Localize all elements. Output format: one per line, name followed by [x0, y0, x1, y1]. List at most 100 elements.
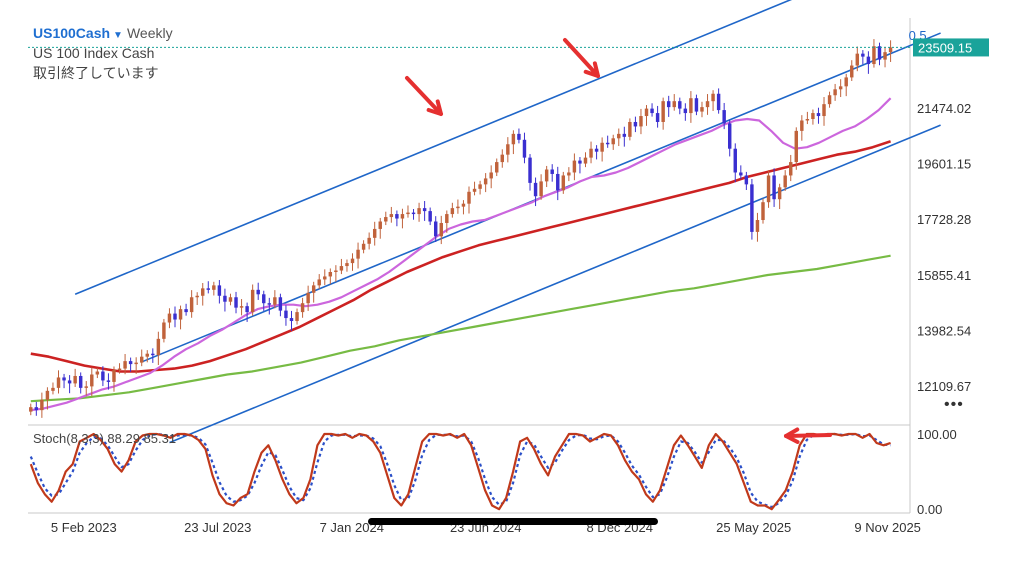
candle-body [578, 160, 582, 164]
timeframe-label[interactable]: Weekly [126, 25, 173, 41]
chevron-down-icon[interactable]: ▼ [113, 30, 123, 41]
symbol-label[interactable]: US100Cash [33, 25, 111, 41]
date-tick-label: 25 May 2025 [716, 520, 791, 535]
candle-body [62, 377, 66, 381]
price-tick-label: 12109.67 [917, 379, 971, 394]
candle-body [511, 133, 516, 145]
candle-body [733, 148, 737, 173]
candle-body [134, 362, 138, 365]
candle-body [195, 295, 199, 298]
candle-body [750, 184, 754, 232]
candle-body [445, 214, 449, 223]
chart-frame [28, 18, 911, 514]
stochastic-legend[interactable]: Stoch(8,3,3) 88.29 85.31 [33, 431, 177, 446]
candle-body [872, 46, 876, 65]
candle-body [178, 309, 183, 320]
candle-body [506, 144, 510, 155]
candle-body [678, 101, 682, 109]
candle-body [106, 380, 111, 382]
candle-body [173, 313, 177, 320]
candle-body [561, 175, 566, 191]
candle-body [489, 172, 493, 179]
arrow-pointer-icon [405, 76, 443, 116]
candle-body [278, 297, 283, 311]
candle-body [777, 187, 782, 200]
candle-body [306, 292, 310, 304]
candle-body [594, 148, 599, 152]
price-axis: 12109.67 13982.54 15855.41 17728.28 19601.15… [28, 38, 989, 394]
candle-body [389, 214, 394, 218]
candle-body [755, 220, 760, 232]
candle-body [533, 182, 538, 197]
candle-body [700, 107, 704, 112]
candle-body [583, 157, 588, 164]
candle-body [761, 202, 765, 221]
candle-body [689, 98, 693, 114]
candle-body [317, 279, 321, 286]
candle-body [833, 89, 837, 96]
candle-body [450, 208, 455, 215]
candle-body [184, 309, 188, 313]
last-price-tag [913, 38, 989, 57]
candle-body [483, 178, 488, 185]
scrollbar[interactable] [368, 518, 658, 525]
candle-body [605, 142, 610, 145]
candle-body [395, 214, 399, 219]
candle-body [888, 47, 893, 53]
candle-body [361, 243, 366, 250]
candle-body [800, 120, 804, 131]
date-tick-label: 9 Nov 2025 [854, 520, 921, 535]
candle-body [162, 322, 166, 339]
candle-body [167, 313, 172, 323]
candle-body [528, 157, 532, 183]
more-horizontal-icon[interactable]: ••• [944, 396, 964, 413]
candle-body [256, 289, 260, 295]
arrow-head [784, 427, 800, 444]
arrow-shaft [563, 38, 600, 78]
annotation-arrows [405, 38, 832, 444]
candle-body [628, 121, 632, 137]
candle-body [522, 139, 527, 158]
candle-body [705, 101, 710, 108]
candle-body [51, 387, 55, 391]
time-axis: 5 Feb 2023 23 Jul 2023 7 Jan 2024 23 Jun 20… [51, 520, 921, 535]
candle-body [422, 208, 427, 212]
candle-body [855, 53, 860, 66]
candle-body [866, 56, 871, 65]
candle-body [838, 86, 843, 90]
candle-body [572, 160, 577, 173]
candle-body [228, 297, 233, 302]
candle-body [101, 371, 105, 381]
candle-body [372, 228, 377, 238]
candle-body [672, 101, 676, 108]
candle-body [694, 98, 699, 112]
candle-body [311, 285, 316, 293]
stoch-d-line [29, 432, 891, 509]
candle-body [650, 108, 654, 114]
ma-mid-line [30, 140, 892, 373]
candle-body [117, 368, 122, 371]
candle-body [639, 116, 643, 127]
candle-body [112, 370, 116, 382]
stochastic-panel: 100.00 0.00 [29, 427, 957, 517]
stoch-tick-label: 0.00 [917, 502, 942, 517]
candle-body [711, 93, 715, 102]
symbol-header[interactable]: US100Cash ▼ Weekly [33, 25, 173, 41]
candle-body [262, 294, 266, 304]
candle-body [323, 276, 327, 280]
candle-body [850, 65, 854, 78]
candle-body [877, 46, 882, 60]
candle-body [539, 181, 543, 197]
candle-body [189, 297, 194, 313]
candle-body [90, 374, 94, 387]
candle-body [40, 399, 44, 411]
candle-body [84, 386, 88, 388]
candle-body [495, 162, 499, 173]
candle-body [29, 407, 33, 412]
candle-body [345, 263, 349, 267]
price-tick-label: 13982.54 [917, 323, 971, 338]
candle-body [617, 133, 621, 139]
candle-body [589, 148, 593, 158]
arrow-shaft [784, 433, 832, 438]
